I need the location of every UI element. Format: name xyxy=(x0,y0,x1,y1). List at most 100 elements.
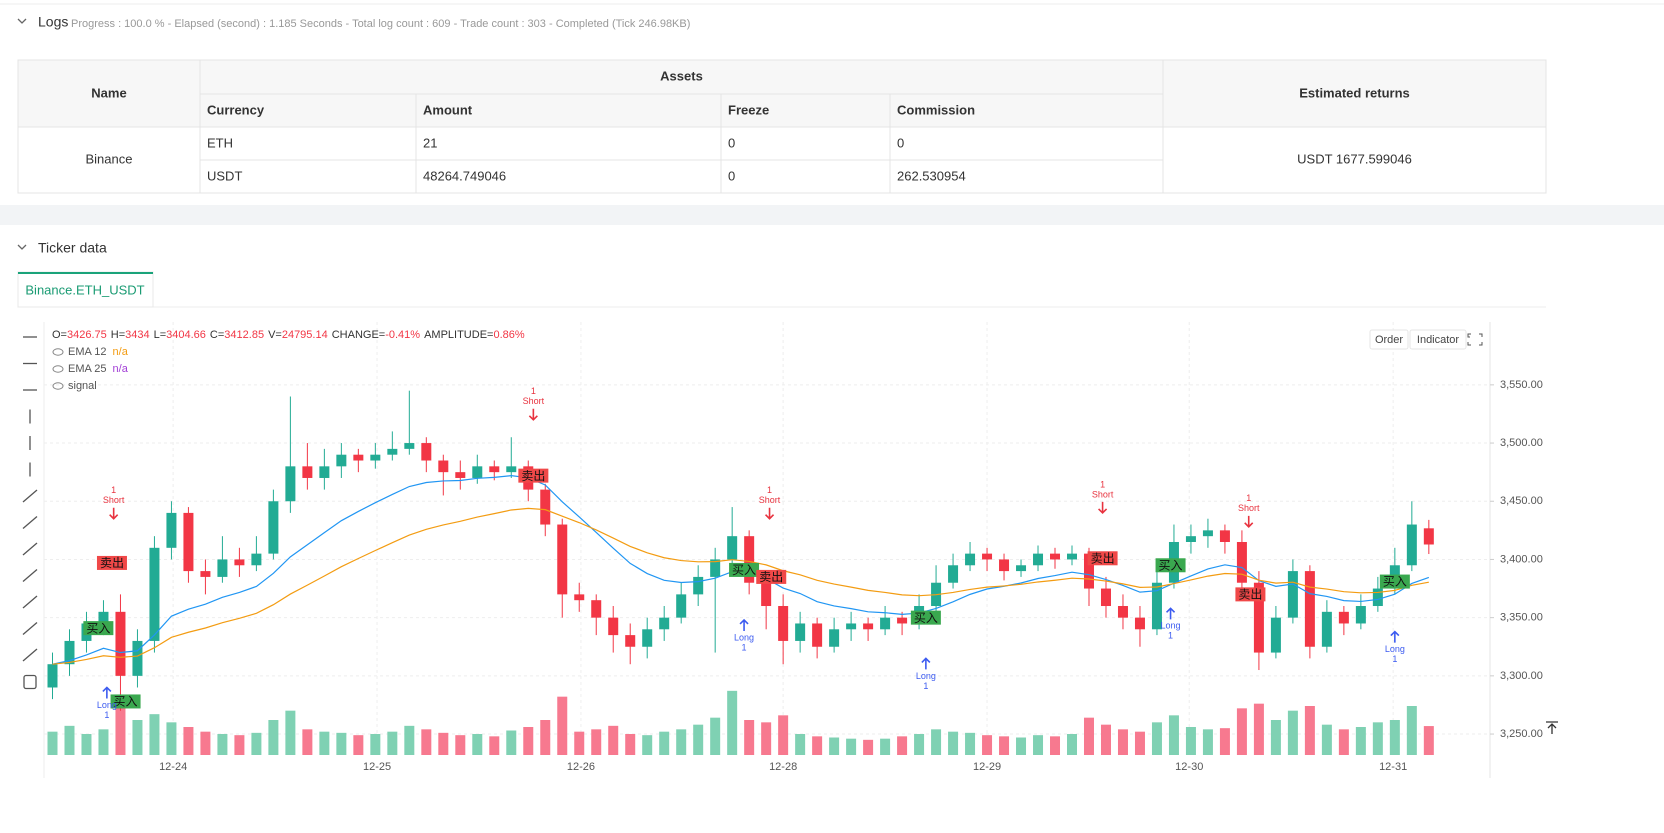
legend-eye[interactable] xyxy=(52,365,64,373)
tool-icon[interactable] xyxy=(22,516,38,529)
volume-bar xyxy=(387,731,398,755)
marker-arrow xyxy=(921,657,931,670)
signal-box xyxy=(756,569,787,584)
volume-bar xyxy=(1134,731,1145,755)
chart-button[interactable] xyxy=(1369,329,1409,350)
volume-bar xyxy=(353,735,364,755)
table-cell xyxy=(1162,59,1547,128)
legend-value: n/a xyxy=(113,363,129,375)
legend-entry: EMA 12 n/a xyxy=(68,346,129,358)
candle-body xyxy=(1219,530,1230,542)
logs-title: Logs xyxy=(38,14,68,30)
volume-bar xyxy=(1219,728,1230,755)
info-label: CHANGE= xyxy=(332,329,386,341)
table-cell xyxy=(415,93,722,128)
marker-text: Short xyxy=(1092,489,1114,499)
chart-button-label[interactable]: Order xyxy=(1375,334,1403,346)
table-text: Assets xyxy=(660,68,703,83)
candle-body xyxy=(1338,611,1349,624)
scroll-top-icon[interactable] xyxy=(1546,721,1558,734)
tab-label[interactable]: Binance.ETH_USDT xyxy=(25,282,144,297)
x-tick-label: 12-31 xyxy=(1379,761,1407,773)
volume-bar xyxy=(625,734,636,755)
candle-body xyxy=(149,547,160,641)
table-text: 48264.749046 xyxy=(423,168,506,183)
volume-bar xyxy=(880,738,891,755)
candle-body xyxy=(1185,536,1196,542)
x-tick-label: 12-28 xyxy=(769,761,797,773)
fullscreen-icon[interactable] xyxy=(1467,333,1483,346)
signal-label: 买入 xyxy=(914,611,938,625)
signal-label: 买入 xyxy=(732,563,756,577)
volume-bar xyxy=(149,714,160,755)
volume-bar xyxy=(778,715,789,755)
signal-label: 买入 xyxy=(1159,558,1183,572)
candle-body xyxy=(166,512,177,548)
info-value: 3426.75 xyxy=(67,329,107,341)
tab[interactable] xyxy=(17,271,154,308)
table-text: 0 xyxy=(728,168,735,183)
info-value: 3404.66 xyxy=(166,329,206,341)
marker-text: Long xyxy=(97,700,117,710)
tool-icon[interactable] xyxy=(22,542,38,556)
collapse-icon[interactable] xyxy=(17,244,27,250)
volume-bar xyxy=(540,720,551,755)
section-gap xyxy=(0,205,1664,225)
candle-body xyxy=(591,600,602,618)
candle-body xyxy=(302,466,313,478)
candle-body xyxy=(472,466,483,478)
tool-icon[interactable] xyxy=(22,622,38,635)
legend-eye[interactable] xyxy=(52,382,64,390)
legend-eye[interactable] xyxy=(52,348,64,356)
chart-button[interactable] xyxy=(1409,329,1467,350)
collapse-icon[interactable] xyxy=(17,18,27,24)
candle-body xyxy=(676,594,687,618)
signal-label: 卖出 xyxy=(100,556,124,570)
candle-body xyxy=(1100,588,1111,607)
candle-body xyxy=(829,629,840,647)
candle-body xyxy=(1067,553,1078,560)
tool-icon[interactable] xyxy=(22,648,38,662)
volume-bar xyxy=(999,736,1010,755)
candle-body xyxy=(285,466,296,502)
marker-text: Short xyxy=(1238,503,1260,513)
volume-bar xyxy=(472,734,483,755)
candle-body xyxy=(812,623,823,647)
volume-bar xyxy=(268,720,279,755)
candle-body xyxy=(64,640,75,665)
volume-bar xyxy=(404,725,415,755)
volume-bar xyxy=(897,736,908,755)
signal-label: 买入 xyxy=(114,695,138,709)
candle-body xyxy=(353,454,364,461)
candle-body xyxy=(761,582,772,607)
marker-arrow xyxy=(102,686,112,699)
candle-body xyxy=(1372,588,1383,607)
x-tick-label: 12-25 xyxy=(363,761,391,773)
y-tick-label: 3,500.00 xyxy=(1500,437,1543,449)
tool-icon[interactable] xyxy=(22,595,38,609)
volume-bar xyxy=(1050,736,1061,755)
candle-body xyxy=(387,448,398,455)
delete-icon[interactable] xyxy=(23,674,37,690)
y-tick-label: 3,400.00 xyxy=(1500,553,1543,565)
y-tick-label: 3,450.00 xyxy=(1500,495,1543,507)
volume-bar xyxy=(1372,722,1383,755)
candle-body xyxy=(1202,530,1213,537)
tool-icon[interactable] xyxy=(22,489,38,503)
marker-text: 1 xyxy=(1392,654,1397,664)
tool-icon[interactable] xyxy=(22,569,38,582)
candle-body xyxy=(1287,571,1298,618)
volume-bar xyxy=(727,690,738,755)
volume-bar xyxy=(1338,729,1349,755)
volume-bar xyxy=(1270,720,1281,755)
signal-label: 卖出 xyxy=(1238,588,1262,602)
volume-bar xyxy=(982,735,993,755)
chart-button-label[interactable]: Indicator xyxy=(1417,334,1460,346)
volume-bar xyxy=(744,720,755,755)
table-cell xyxy=(720,93,891,128)
volume-bar xyxy=(914,734,925,755)
